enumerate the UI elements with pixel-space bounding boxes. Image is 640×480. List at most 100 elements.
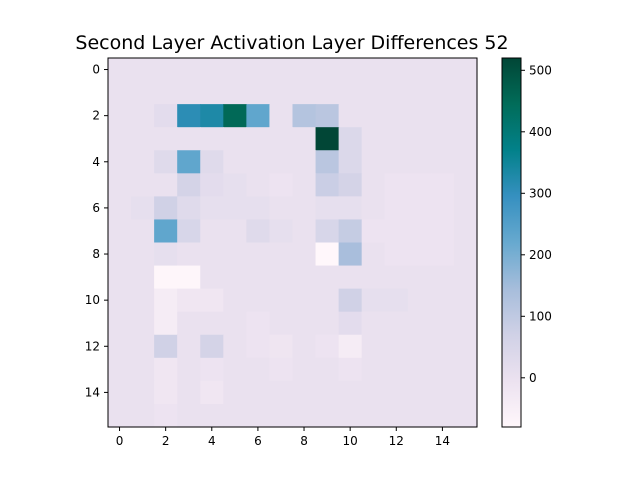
heatmap-cell xyxy=(315,380,340,405)
heatmap-cell xyxy=(315,104,340,128)
heatmap-cell xyxy=(269,58,294,82)
heatmap-cell xyxy=(154,58,178,82)
heatmap-cell xyxy=(315,403,340,428)
heatmap-cell xyxy=(430,334,455,359)
heatmap-cell xyxy=(338,311,363,336)
heatmap-cell xyxy=(315,196,340,221)
heatmap-cell xyxy=(361,311,386,336)
heatmap-cell xyxy=(338,380,363,405)
heatmap-cell xyxy=(246,127,271,151)
heatmap-cell xyxy=(177,173,201,197)
heatmap-cell xyxy=(361,357,386,382)
y-tick-label: 0 xyxy=(92,63,100,77)
heatmap-cell xyxy=(407,173,432,197)
heatmap-cell xyxy=(269,403,294,428)
heatmap-cell xyxy=(131,288,155,313)
heatmap-cell xyxy=(430,288,455,313)
heatmap-cell xyxy=(223,403,247,428)
heatmap-cell xyxy=(154,265,178,290)
heatmap-cell xyxy=(430,150,455,174)
heatmap-cell xyxy=(246,288,271,313)
heatmap-cell xyxy=(269,219,294,244)
heatmap-cell xyxy=(315,173,340,197)
heatmap-cell xyxy=(246,150,271,174)
heatmap-cell xyxy=(200,219,224,244)
heatmap-cell xyxy=(131,127,155,151)
heatmap-cell xyxy=(407,81,432,105)
heatmap-cell xyxy=(338,104,363,128)
heatmap-cell xyxy=(223,58,247,82)
heatmap-cell xyxy=(131,380,155,405)
heatmap-cell xyxy=(407,219,432,244)
heatmap-cell xyxy=(269,288,294,313)
heatmap-cell xyxy=(338,242,363,267)
heatmap-cell xyxy=(246,196,271,221)
heatmap-cell xyxy=(177,357,201,382)
heatmap-cell xyxy=(292,242,317,267)
heatmap-cell xyxy=(154,196,178,221)
heatmap-cell xyxy=(361,127,386,151)
heatmap-cell xyxy=(200,150,224,174)
heatmap-cell xyxy=(407,58,432,82)
heatmap-cell xyxy=(269,127,294,151)
heatmap-cell xyxy=(131,196,155,221)
heatmap-cell xyxy=(246,219,271,244)
heatmap-cell xyxy=(384,219,409,244)
heatmap-cell xyxy=(108,196,132,221)
heatmap-cell xyxy=(154,173,178,197)
heatmap-cell xyxy=(430,104,455,128)
heatmap-cell xyxy=(315,150,340,174)
heatmap-cell xyxy=(453,357,478,382)
heatmap-cell xyxy=(200,173,224,197)
heatmap-cell xyxy=(154,380,178,405)
plot-frame xyxy=(107,57,478,428)
heatmap-cell xyxy=(154,127,178,151)
heatmap-cell xyxy=(315,58,340,82)
heatmap-cell xyxy=(407,380,432,405)
heatmap-cell xyxy=(361,219,386,244)
heatmap-cell xyxy=(292,58,317,82)
heatmap-cell xyxy=(292,150,317,174)
heatmap-cell xyxy=(246,104,271,128)
heatmap-cell xyxy=(200,242,224,267)
heatmap-cell xyxy=(453,288,478,313)
chart-title: Second Layer Activation Layer Difference… xyxy=(75,32,508,54)
heatmap-cell xyxy=(361,104,386,128)
heatmap-cell xyxy=(246,265,271,290)
heatmap-cell xyxy=(223,81,247,105)
heatmap-cell xyxy=(177,242,201,267)
heatmap-cell xyxy=(200,196,224,221)
heatmap-cell xyxy=(430,311,455,336)
heatmap-cell xyxy=(154,403,178,428)
heatmap-cell xyxy=(177,81,201,105)
heatmap-cell xyxy=(361,81,386,105)
heatmap-cell xyxy=(177,58,201,82)
heatmap-cell xyxy=(315,219,340,244)
heatmap-cell xyxy=(177,380,201,405)
heatmap-cell xyxy=(108,380,132,405)
heatmap-cell xyxy=(108,81,132,105)
heatmap-cell xyxy=(131,173,155,197)
heatmap-cell xyxy=(430,173,455,197)
heatmap-cell xyxy=(108,58,132,82)
heatmap-cell xyxy=(246,58,271,82)
colorbar-tick-label: 0 xyxy=(529,371,537,385)
heatmap-cell xyxy=(338,219,363,244)
heatmap-cell xyxy=(292,380,317,405)
x-tick-label: 14 xyxy=(435,434,450,448)
heatmap-cell xyxy=(154,242,178,267)
heatmap-cell xyxy=(407,104,432,128)
heatmap-cell xyxy=(315,334,340,359)
heatmap-cell xyxy=(315,288,340,313)
heatmap-cell xyxy=(453,265,478,290)
heatmap-cell xyxy=(246,173,271,197)
x-tick-label: 0 xyxy=(116,434,124,448)
heatmap-cell xyxy=(154,288,178,313)
x-tick-label: 10 xyxy=(343,434,358,448)
heatmap-cell xyxy=(154,334,178,359)
heatmap-cell xyxy=(131,403,155,428)
heatmap-cell xyxy=(407,357,432,382)
heatmap-cell xyxy=(177,104,201,128)
heatmap-cell xyxy=(269,150,294,174)
